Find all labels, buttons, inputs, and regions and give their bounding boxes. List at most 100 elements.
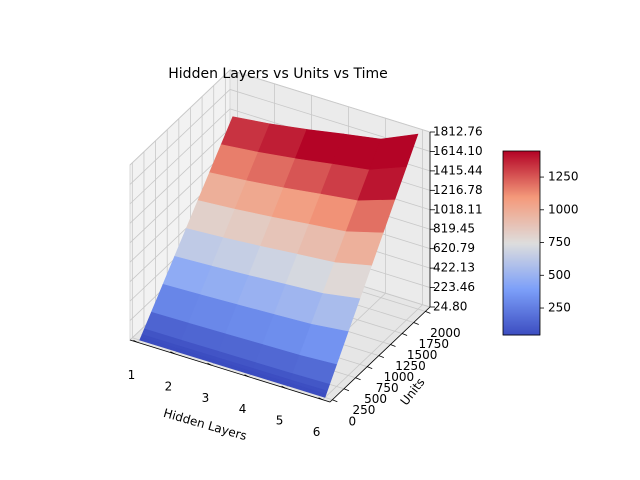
colorbar-swatch [503, 283, 540, 286]
colorbar-swatch [503, 247, 540, 250]
colorbar-swatch [503, 197, 540, 200]
tick-mark [425, 311, 431, 314]
colorbar-swatch [503, 317, 540, 320]
colorbar-swatch [503, 303, 540, 306]
colorbar-swatch [503, 195, 540, 198]
colorbar-swatch [503, 175, 540, 178]
z-tick-label: 24.80 [433, 300, 467, 314]
colorbar-swatch [503, 227, 540, 230]
x-tick-label: 1 [128, 368, 136, 382]
colorbar-swatch [503, 237, 540, 240]
colorbar-swatch [503, 177, 540, 180]
z-tick-label: 1614.10 [433, 144, 483, 158]
colorbar-swatch [503, 173, 540, 176]
colorbar-swatch [503, 213, 540, 216]
colorbar-swatch [503, 263, 540, 266]
colorbar-swatch [503, 273, 540, 276]
tick-mark [390, 344, 396, 347]
colorbar-swatch [503, 265, 540, 268]
colorbar-tick-label: 1000 [548, 202, 579, 216]
colorbar-swatch [503, 267, 540, 270]
colorbar-frame [502, 150, 541, 336]
y-tick-label: 2000 [430, 326, 461, 340]
colorbar-swatch [503, 325, 540, 328]
colorbar-swatch [503, 151, 540, 154]
colorbar-swatch [503, 285, 540, 288]
colorbar-swatch [503, 223, 540, 226]
colorbar-swatch [503, 281, 540, 284]
x-tick-label: 4 [239, 402, 247, 416]
colorbar-swatch [503, 239, 540, 242]
colorbar-swatch [503, 171, 540, 174]
colorbar-swatch [503, 225, 540, 228]
colorbar-swatch [503, 207, 540, 210]
colorbar-swatch [503, 231, 540, 234]
colorbar-swatch [503, 165, 540, 168]
colorbar-swatch [503, 287, 540, 290]
colorbar-swatch [503, 301, 540, 304]
y-tick-label: 750 [376, 381, 399, 395]
x-tick-label: 2 [165, 379, 173, 393]
tick-mark [413, 322, 419, 325]
colorbar-swatch [503, 233, 540, 236]
colorbar-tick-label: 500 [548, 268, 571, 282]
z-tick-label: 620.79 [433, 241, 475, 255]
colorbar-swatch [503, 219, 540, 222]
colorbar-swatch [503, 327, 540, 330]
colorbar-swatch [503, 275, 540, 278]
surface [139, 116, 419, 398]
z-tick-label: 1216.78 [433, 183, 483, 197]
y-tick-label: 500 [364, 392, 387, 406]
colorbar-swatch [503, 251, 540, 254]
colorbar-swatch [503, 235, 540, 238]
z-tick-label: 422.13 [433, 261, 475, 275]
colorbar-swatch [503, 305, 540, 308]
colorbar-swatch [503, 261, 540, 264]
tick-mark [378, 355, 384, 358]
z-tick-label: 819.45 [433, 222, 475, 236]
grid-line [129, 69, 231, 166]
colorbar-swatch [503, 329, 540, 332]
colorbar-swatch [503, 299, 540, 302]
colorbar-swatch [503, 181, 540, 184]
colorbar-swatch [503, 201, 540, 204]
colorbar-swatch [503, 289, 540, 292]
y-tick-label: 1500 [407, 348, 438, 362]
colorbar-swatch [503, 167, 540, 170]
colorbar-swatch [503, 331, 540, 334]
tick-mark [343, 388, 350, 392]
chart-title: Hidden Layers vs Units vs Time [168, 66, 387, 82]
colorbar-swatch [503, 157, 540, 160]
y-tick-label: 1750 [418, 337, 449, 351]
colorbar-swatch [503, 183, 540, 186]
colorbar-swatch [503, 215, 540, 218]
axis-line [329, 306, 431, 403]
colorbar-swatch [503, 169, 540, 172]
colorbar-swatch [503, 163, 540, 166]
colorbar-swatch [503, 191, 540, 194]
z-tick-label: 1812.76 [433, 125, 483, 139]
colorbar-swatch [503, 217, 540, 220]
colorbar-swatch [503, 323, 540, 326]
y-tick-label: 0 [349, 414, 357, 428]
x-tick-label: 6 [313, 425, 321, 439]
y-tick-label: 1250 [395, 359, 426, 373]
tick-mark [355, 377, 361, 381]
colorbar-swatch [503, 199, 540, 202]
z-tick-label: 1018.11 [433, 202, 483, 216]
colorbar-swatch [503, 321, 540, 324]
colorbar-swatch [503, 229, 540, 232]
tick-mark [332, 399, 338, 403]
y-tick-label: 250 [353, 403, 376, 417]
colorbar-swatch [503, 189, 540, 192]
grid-line [129, 108, 231, 205]
grid-line [129, 128, 231, 224]
colorbar-swatch [503, 179, 540, 182]
colorbar-swatch [503, 193, 540, 196]
colorbar-tick-label: 250 [548, 301, 571, 315]
colorbar-swatch [503, 203, 540, 206]
colorbar-swatch [503, 245, 540, 248]
axis-line [129, 339, 331, 403]
colorbar-swatch [503, 209, 540, 212]
